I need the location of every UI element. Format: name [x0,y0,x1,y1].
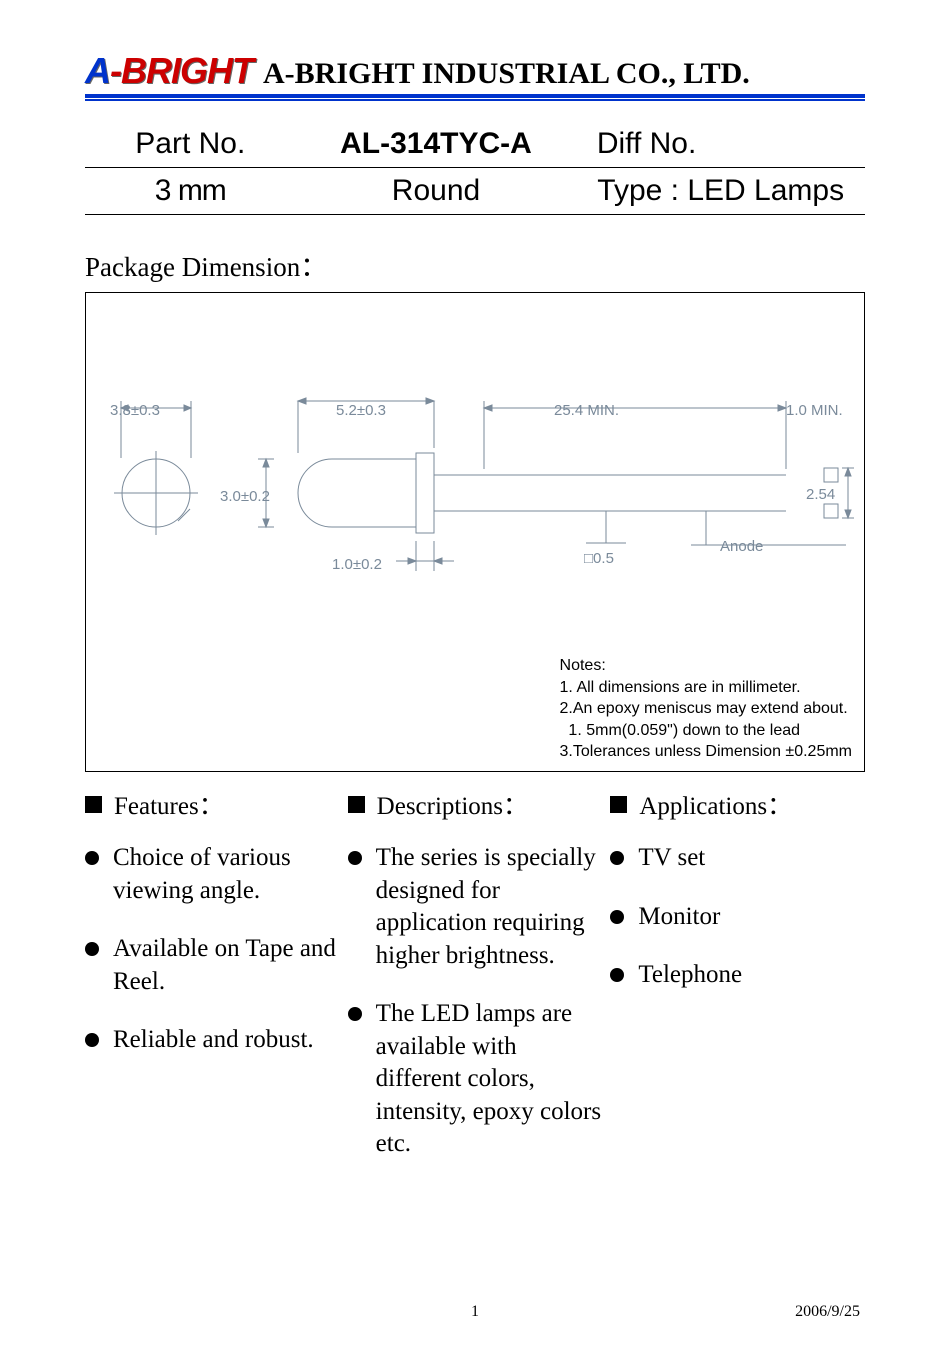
features-column: Features： Choice of various viewing angl… [85,786,340,1187]
disc-bullet-icon [610,851,624,865]
dim-1-0min: 1.0 MIN. [786,402,843,419]
features-title: Features： [114,786,224,822]
applications-column: Applications： TV set Monitor Telephone [610,786,865,1187]
list-item: Monitor [610,901,865,934]
square-bullet-icon [348,796,365,813]
descriptions-column: Descriptions： The series is specially de… [348,786,603,1187]
diff-no-label: Diff No. [576,121,716,168]
disc-bullet-icon [85,851,99,865]
part-no-value: AL-314TYC-A [296,121,577,168]
list-item: Available on Tape and Reel. [85,933,340,998]
disc-bullet-icon [348,851,362,865]
descriptions-title: Descriptions： [377,786,528,822]
list-item: TV set [610,842,865,875]
list-item: Telephone [610,959,865,992]
dim-3-8: 3.8±0.3 [110,402,160,419]
dim-25-4: 25.4 MIN. [554,402,619,419]
disc-bullet-icon [85,1033,99,1047]
header-underline [85,99,865,101]
logo: A-BRIGHT [85,50,253,92]
applications-title: Applications： [639,786,792,822]
note-2: 2.An epoxy meniscus may extend about. [560,698,852,720]
dim-1-0: 1.0±0.2 [332,556,382,573]
package-diagram: 3.8±0.3 3.0±0.2 5.2±0.3 1.0±0.2 25.4 MIN… [85,292,865,772]
shape-value: Round [296,168,577,215]
package-dimension-title: Package Dimension： [85,245,865,284]
type-value: Type : LED Lamps [576,168,865,215]
part-no-label: Part No. [85,121,296,168]
size-value: 3 mm [85,168,296,215]
anode-label: Anode [720,538,763,555]
header: A-BRIGHT A-BRIGHT INDUSTRIAL CO., LTD. [85,50,865,98]
note-1: 1. All dimensions are in millimeter. [560,677,852,699]
note-2b: 1. 5mm(0.059") down to the lead [560,720,852,742]
applications-heading: Applications： [610,786,865,822]
dim-2-54: 2.54 [806,486,835,503]
footer-date: 2006/9/25 [795,1303,860,1321]
square-bullet-icon [610,796,627,813]
dim-5-2: 5.2±0.3 [336,402,386,419]
logo-rest: BRIGHT [121,50,253,92]
notes-title: Notes: [560,655,852,677]
page-number: 1 [471,1303,479,1321]
square-bullet-icon [85,796,102,813]
three-columns: Features： Choice of various viewing angl… [85,786,865,1187]
list-item: Choice of various viewing angle. [85,842,340,907]
logo-a: A [85,50,110,92]
logo-dash: - [110,50,121,92]
descriptions-heading: Descriptions： [348,786,603,822]
list-item: The series is specially designed for app… [348,842,603,972]
disc-bullet-icon [85,942,99,956]
disc-bullet-icon [610,910,624,924]
diff-no-value [717,121,865,168]
disc-bullet-icon [348,1007,362,1021]
company-name: A-BRIGHT INDUSTRIAL CO., LTD. [263,57,750,91]
dim-3-0: 3.0±0.2 [220,488,270,505]
features-heading: Features： [85,786,340,822]
list-item: The LED lamps are available with differe… [348,998,603,1161]
dim-sq05: □0.5 [584,550,614,567]
disc-bullet-icon [610,968,624,982]
note-3: 3.Tolerances unless Dimension ±0.25mm [560,741,852,763]
list-item: Reliable and robust. [85,1024,340,1057]
notes-block: Notes: 1. All dimensions are in millimet… [560,655,852,763]
info-table: Part No. AL-314TYC-A Diff No. 3 mm Round… [85,121,865,215]
